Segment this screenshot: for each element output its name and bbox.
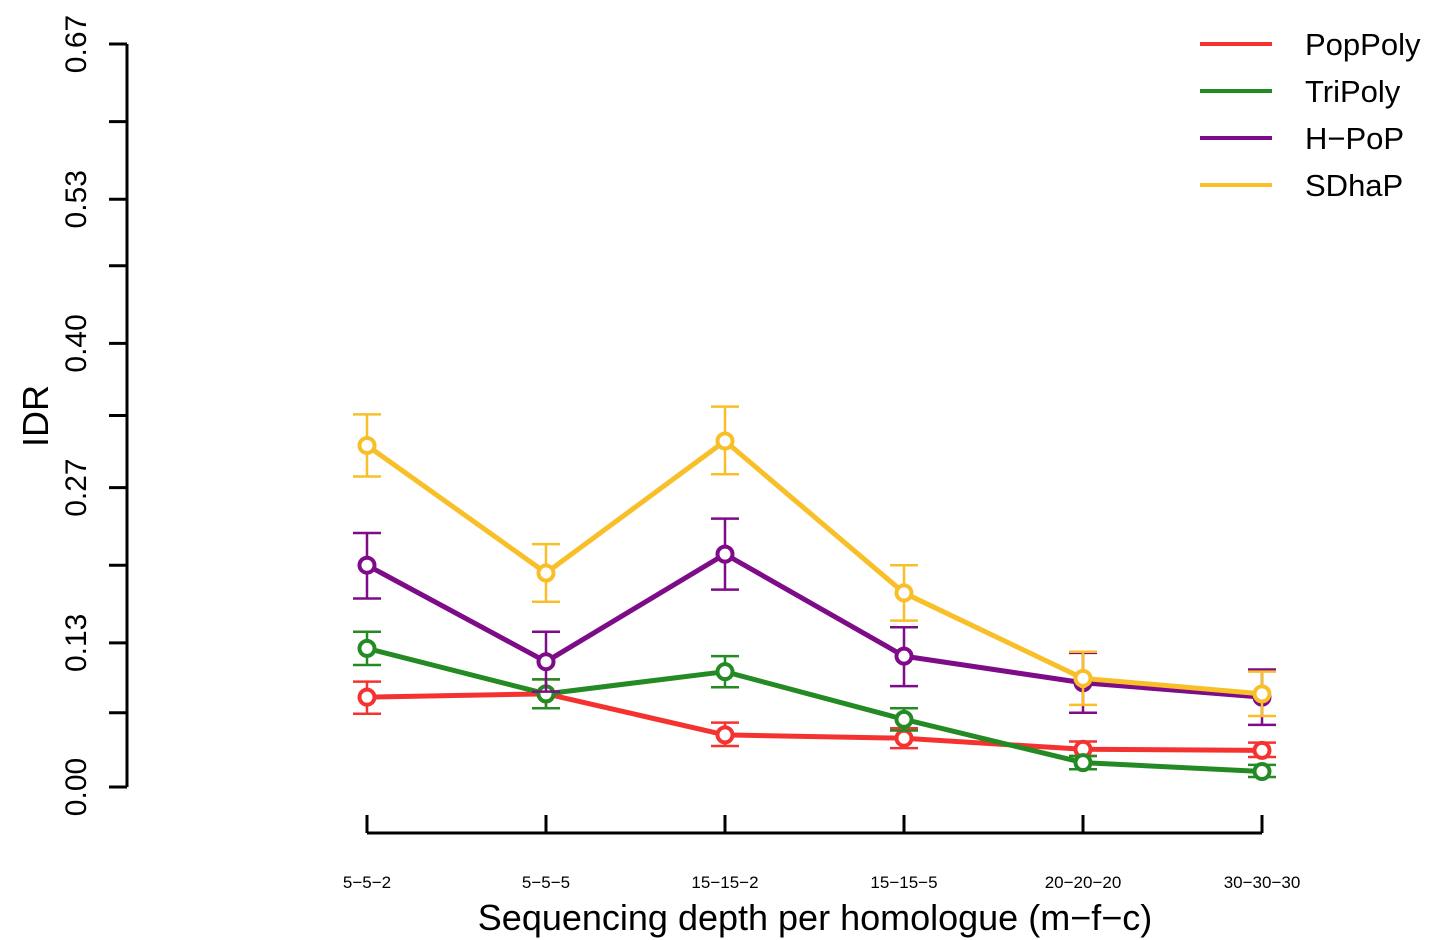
data-point (894, 583, 914, 603)
series-line (364, 691, 1265, 753)
x-tick-label: 5−5−5 (522, 873, 570, 892)
x-axis-title: Sequencing depth per homologue (m−f−c) (478, 897, 1152, 938)
x-tick-label: 20−20−20 (1045, 873, 1122, 892)
data-point (715, 431, 735, 451)
data-point (715, 544, 735, 564)
y-tick-label: 0.40 (60, 314, 93, 372)
data-point (1252, 684, 1272, 704)
data-point (1252, 740, 1272, 760)
x-tick-label: 15−15−5 (870, 873, 937, 892)
data-point (357, 638, 377, 658)
x-tick-label: 15−15−2 (691, 873, 758, 892)
data-point (536, 563, 556, 583)
series (353, 405, 1276, 718)
legend-label: SDhaP (1305, 168, 1403, 203)
legend-label: TriPoly (1305, 74, 1401, 109)
data-point (1252, 761, 1272, 781)
data-point (715, 662, 735, 682)
legend-label: PopPoly (1305, 27, 1421, 62)
data-point (357, 687, 377, 707)
data-point (715, 725, 735, 745)
y-tick-label: 0.53 (60, 170, 93, 228)
data-point (1073, 668, 1093, 688)
y-axis: 0.00 0.13 0.27 0.40 0.53 0.67 (60, 15, 129, 816)
data-point (536, 652, 556, 672)
series-line (364, 551, 1265, 700)
legend: PopPoly TriPoly H−PoP SDhaP (1200, 27, 1421, 203)
series-line (364, 438, 1265, 697)
y-tick-label: 0.00 (60, 758, 93, 816)
y-axis-title: IDR (15, 385, 56, 447)
x-tick-label: 5−5−2 (343, 873, 391, 892)
data-point (894, 646, 914, 666)
series-layer (353, 405, 1276, 781)
y-tick-label: 0.27 (60, 458, 93, 516)
legend-label: H−PoP (1305, 121, 1404, 156)
x-tick-label: 30−30−30 (1224, 873, 1301, 892)
y-tick-label: 0.13 (60, 614, 93, 672)
y-tick-label: 0.67 (60, 15, 93, 73)
data-point (357, 555, 377, 575)
data-point (1073, 753, 1093, 773)
data-point (894, 728, 914, 748)
series-line (364, 645, 1265, 774)
data-point (894, 709, 914, 729)
series (353, 630, 1276, 781)
x-axis: 5−5−2 5−5−5 15−15−2 15−15−5 20−20−20 30−30−30 (343, 815, 1300, 892)
series (353, 678, 1276, 760)
data-point (357, 435, 377, 455)
